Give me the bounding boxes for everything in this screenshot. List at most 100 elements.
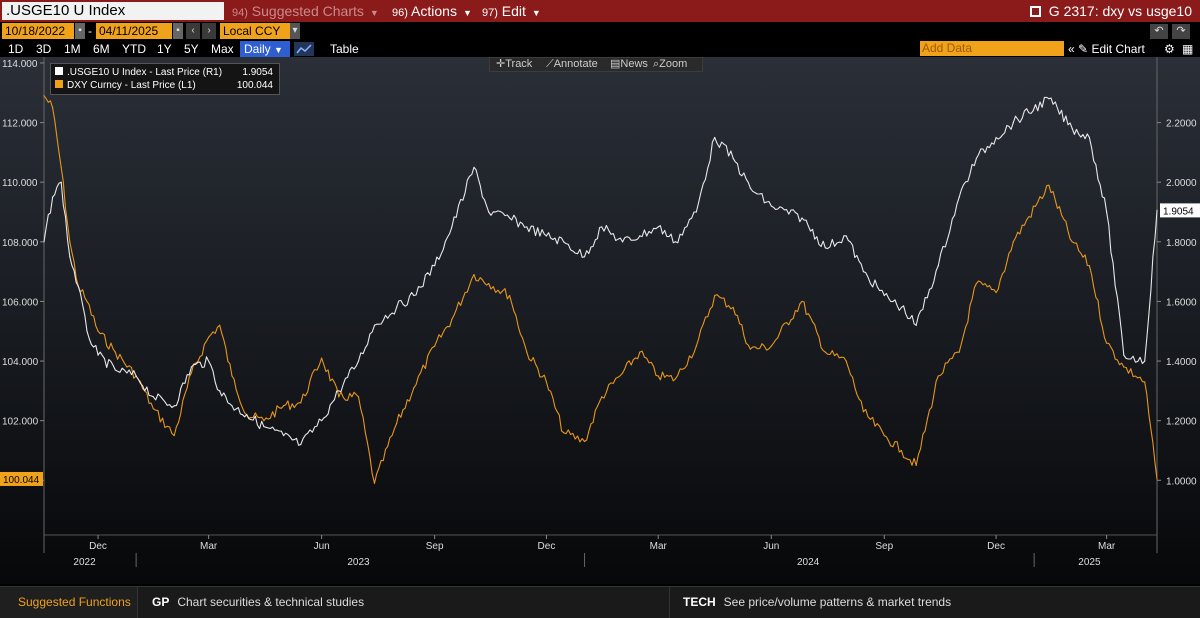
usge10-line-point: [114, 369, 116, 371]
usge10-line-point: [434, 265, 436, 267]
usge10-line-point: [69, 256, 71, 258]
usge10-last-value-tag: [1160, 203, 1200, 218]
range-1m[interactable]: 1M: [64, 42, 81, 56]
menu-label: Suggested Charts: [251, 3, 364, 19]
usge10-line-point: [51, 196, 54, 198]
function-gp[interactable]: GP Chart securities & technical studies: [152, 587, 364, 618]
dxy-line-point: [695, 345, 697, 347]
usge10-line-point: [246, 414, 248, 416]
price-chart[interactable]: 114.000 112.000 110.000 108.000 106.000 104.0…: [0, 57, 1200, 584]
dxy-line-point: [845, 360, 847, 362]
chart-id-label: G 2317: dxy vs usge10: [1048, 3, 1192, 19]
x-month-label: Sep: [426, 541, 444, 552]
chevron-down-icon[interactable]: ▾: [290, 23, 300, 39]
legend-entry-dxy[interactable]: DXY Curncy - Last Price (L1) 100.044: [55, 79, 275, 92]
frequency-select[interactable]: Daily ▼: [240, 41, 290, 57]
x-month-label: Mar: [200, 541, 218, 552]
range-1y[interactable]: 1Y: [157, 42, 172, 56]
left-tick-label: 106.000: [2, 297, 39, 308]
dxy-line-point: [114, 351, 116, 353]
calendar-icon[interactable]: ▪: [173, 23, 183, 39]
dxy-line-point: [975, 282, 978, 285]
usge10-line-point: [937, 265, 939, 267]
chart-area[interactable]: 114.000 112.000 110.000 108.000 106.000 104.0…: [0, 57, 1200, 584]
external-link-icon[interactable]: [1029, 6, 1041, 17]
dxy-line-point: [862, 411, 864, 413]
usge10-line-point: [338, 390, 340, 392]
usge10-line[interactable]: [43, 96, 1158, 446]
news-tool[interactable]: ▤ News: [610, 58, 648, 70]
legend-entry-usge10[interactable]: .USGE10 U Index - Last Price (R1) 1.9054: [55, 66, 275, 79]
function-tech[interactable]: TECH See price/volume patterns & market t…: [683, 587, 951, 618]
usge10-line-point: [674, 241, 677, 243]
range-max[interactable]: Max: [211, 42, 234, 56]
track-tool[interactable]: ✛ Track: [496, 58, 533, 70]
collapse-icon[interactable]: «: [1068, 42, 1075, 56]
usge10-line-point: [190, 366, 193, 368]
usge10-line-point: [545, 235, 548, 237]
x-month-label: Mar: [650, 541, 668, 552]
line-chart-icon[interactable]: [294, 42, 314, 56]
range-6m[interactable]: 6M: [93, 42, 110, 56]
right-tick-label: 1.4000: [1166, 357, 1197, 368]
range-1d[interactable]: 1D: [8, 42, 24, 56]
chart-background: [0, 57, 1200, 584]
dxy-line-point: [451, 318, 453, 320]
usge10-line-point: [1071, 127, 1073, 130]
table-button[interactable]: Table: [330, 42, 359, 56]
function-desc: Chart securities & technical studies: [177, 595, 365, 609]
legend-swatch: [55, 67, 63, 75]
dxy-line-point: [545, 381, 548, 383]
dxy-line-point: [338, 396, 340, 398]
edit-menu[interactable]: 97) Edit ▼: [482, 2, 541, 20]
dxy-line-point: [43, 95, 45, 97]
wrench-icon[interactable]: ⚙: [1164, 42, 1175, 56]
dxy-line-point: [937, 375, 939, 377]
chart-legend[interactable]: .USGE10 U Index - Last Price (R1) 1.9054…: [50, 63, 280, 95]
usge10-line-point: [883, 294, 885, 297]
edit-chart-button[interactable]: « ✎ Edit Chart: [1068, 41, 1145, 57]
ticker-field[interactable]: .USGE10 U Index: [2, 2, 224, 20]
range-5y[interactable]: 5Y: [184, 42, 199, 56]
calendar-icon[interactable]: ▪: [75, 23, 85, 39]
dxy-line-point: [1012, 241, 1014, 243]
suggested-charts-menu[interactable]: 94) Suggested Charts ▼: [232, 2, 379, 20]
layout-icon[interactable]: ▦: [1182, 42, 1194, 56]
undo-icon[interactable]: ↶: [1150, 24, 1168, 39]
usge10-line-point: [488, 211, 490, 213]
usge10-line-point: [975, 157, 978, 159]
range-ytd[interactable]: YTD: [122, 42, 146, 56]
usge10-line-point: [900, 306, 903, 308]
redo-icon[interactable]: ↷: [1172, 24, 1190, 39]
dxy-line[interactable]: [43, 95, 1158, 484]
start-date-input[interactable]: 10/18/2022: [2, 23, 74, 39]
dxy-line-point: [321, 357, 323, 359]
end-date-input[interactable]: 04/11/2025: [96, 23, 172, 39]
dxy-line-point: [674, 378, 677, 380]
usge10-line-point: [451, 226, 453, 228]
left-tick-label: 114.000: [2, 59, 38, 70]
dxy-line-point: [900, 449, 903, 452]
dxy-line-point: [357, 396, 360, 398]
annotate-tool[interactable]: ⟋ Annotate: [546, 58, 598, 70]
prev-period-button[interactable]: ‹: [186, 23, 200, 39]
add-data-input[interactable]: Add Data: [920, 41, 1064, 56]
x-month-label: Dec: [987, 541, 1005, 552]
next-period-button[interactable]: ›: [202, 23, 216, 39]
right-tick-label: 2.2000: [1166, 119, 1197, 130]
usge10-last-value-label: 1.9054: [1163, 206, 1194, 217]
dxy-line-point: [263, 420, 265, 422]
zoom-tool[interactable]: ⌕ Zoom: [653, 58, 688, 70]
x-year-label: 2024: [797, 557, 820, 568]
usge10-line-point: [583, 256, 586, 258]
usge10-line-point: [373, 324, 376, 326]
usge10-line-point: [915, 324, 917, 326]
actions-menu[interactable]: 96) Actions ▼: [392, 2, 472, 20]
currency-select[interactable]: Local CCY: [220, 23, 290, 39]
range-3d[interactable]: 3D: [36, 42, 52, 56]
dxy-line-point: [770, 345, 772, 347]
chart-id[interactable]: G 2317: dxy vs usge10: [1029, 2, 1192, 20]
dxy-line-point: [69, 241, 71, 243]
legend-label: DXY Curncy - Last Price (L1): [67, 80, 196, 91]
dxy-line-point: [488, 282, 490, 285]
